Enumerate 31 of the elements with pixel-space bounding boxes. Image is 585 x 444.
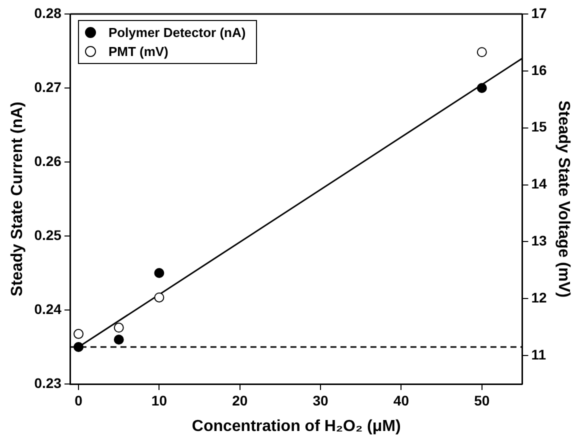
- x-tick-label: 40: [393, 392, 410, 408]
- point: [114, 322, 124, 333]
- legend-label: Polymer Detector (nA): [108, 24, 246, 42]
- y-tick-label: 0.25: [34, 226, 62, 243]
- x-tick-label: 50: [474, 392, 490, 408]
- point: [114, 334, 124, 345]
- y-tick-label: 0.27: [34, 78, 62, 95]
- y2-tick-label: 15: [531, 118, 548, 135]
- y2-tick-label: 17: [531, 4, 548, 21]
- legend-label: PMT (mV): [108, 43, 168, 61]
- y-tick-label: 0.24: [34, 300, 62, 317]
- y2-axis-title: Steady State Voltage (mV): [554, 100, 572, 298]
- y-tick-label: 0.23: [34, 374, 62, 391]
- point: [476, 47, 487, 58]
- y2-tick-label: 14: [531, 176, 548, 192]
- y2-tick-label: 11: [531, 346, 546, 362]
- point: [476, 83, 487, 93]
- x-tick-label: 20: [232, 392, 248, 408]
- y2-tick-label: 12: [531, 289, 548, 306]
- x-axis-title: Concentration of H₂O₂ (μM): [192, 418, 401, 435]
- x-tick-label: 30: [312, 392, 329, 408]
- y-tick-label: 0.26: [34, 152, 62, 169]
- x-tick-label: 0: [74, 392, 83, 408]
- point: [154, 268, 164, 278]
- y-tick-label: 0.28: [34, 4, 62, 21]
- x-tick-label: 10: [151, 392, 168, 408]
- point: [74, 328, 84, 339]
- point: [154, 292, 164, 302]
- y-axis-title: Steady State Current (nA): [9, 102, 26, 296]
- y2-tick-label: 13: [531, 232, 548, 249]
- y2-tick-label: 16: [531, 62, 548, 78]
